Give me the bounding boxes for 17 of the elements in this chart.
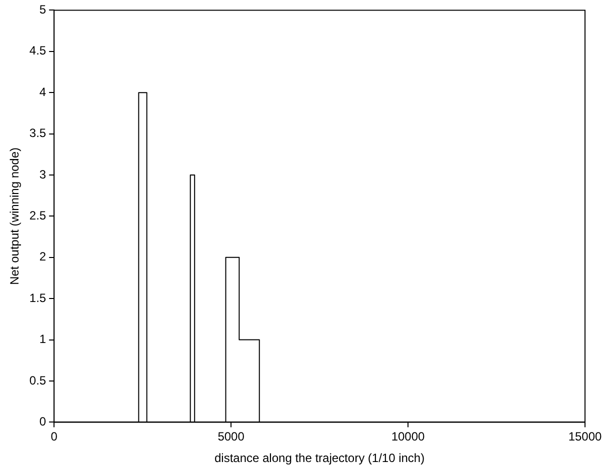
y-axis-title: Net output (winning node) [8,147,22,285]
y-tick-label: 3.5 [29,126,46,140]
x-tick-label: 15000 [568,430,602,444]
y-tick-label: 3 [39,167,46,182]
y-tick-label: 0.5 [29,373,46,388]
x-tick-label: 0 [50,430,58,444]
y-tick-label: 4 [39,84,46,99]
y-tick-label: 1 [39,332,46,346]
y-tick-label: 5 [39,2,46,17]
y-tick-label: 2.5 [29,208,46,223]
x-tick-label: 5000 [218,430,245,444]
y-tick-label: 1.5 [29,290,46,305]
y-tick-label: 4.5 [29,44,46,58]
x-tick-label: 10000 [391,430,426,444]
y-tick-label: 0 [39,414,46,429]
x-axis-title: distance along the trajectory (1/10 inch) [214,451,425,466]
y-tick-label: 2 [39,250,46,264]
